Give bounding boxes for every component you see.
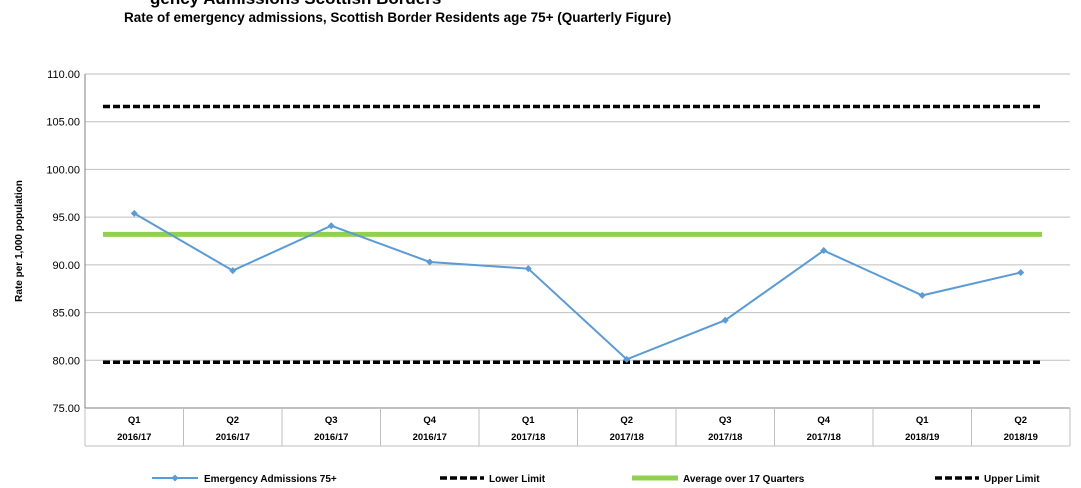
x-tick-year: 2016/17 <box>216 432 250 443</box>
y-tick-label: 90.00 <box>52 260 80 272</box>
x-tick-year: 2017/18 <box>807 432 841 443</box>
x-tick-quarter: Q2 <box>226 415 239 426</box>
x-tick-year: 2016/17 <box>413 432 447 443</box>
data-point <box>426 258 434 266</box>
x-tick-quarter: Q4 <box>817 415 830 426</box>
x-tick-quarter: Q2 <box>1014 415 1027 426</box>
data-point <box>721 316 729 324</box>
y-axis-label: Rate per 1,000 population <box>14 180 25 302</box>
x-tick-quarter: Q1 <box>128 415 141 426</box>
y-tick-label: 75.00 <box>52 403 80 415</box>
y-tick-label: 110.00 <box>47 69 80 81</box>
x-tick-year: 2018/19 <box>1004 432 1038 443</box>
x-tick-quarter: Q3 <box>719 415 732 426</box>
y-tick-label: 105.00 <box>46 117 80 129</box>
x-tick-year: 2017/18 <box>610 432 644 443</box>
x-tick-year: 2017/18 <box>511 432 545 443</box>
data-point <box>623 355 631 363</box>
data-point <box>918 291 926 299</box>
data-point <box>229 267 237 275</box>
x-tick-year: 2018/19 <box>905 432 939 443</box>
legend-marker-emergency-admissions-75 <box>171 474 179 482</box>
y-tick-label: 80.00 <box>52 355 80 367</box>
legend-label-emergency-admissions-75: Emergency Admissions 75+ <box>204 474 337 485</box>
y-tick-label: 85.00 <box>52 308 80 320</box>
x-tick-quarter: Q1 <box>916 415 929 426</box>
data-point <box>130 209 138 217</box>
data-point <box>524 265 532 273</box>
data-point <box>327 222 335 230</box>
x-tick-quarter: Q1 <box>522 415 535 426</box>
chart-main-title-clipped: gency Admissions Scottish Borders <box>150 0 441 9</box>
x-tick-quarter: Q2 <box>620 415 633 426</box>
y-tick-label: 95.00 <box>52 212 80 224</box>
legend-label-average-over-17-quarters: Average over 17 Quarters <box>683 474 805 485</box>
chart-subtitle: Rate of emergency admissions, Scottish B… <box>124 10 672 25</box>
x-tick-quarter: Q4 <box>423 415 436 426</box>
legend-label-lower-limit: Lower Limit <box>489 474 546 485</box>
y-tick-label: 100.00 <box>46 164 80 176</box>
x-tick-year: 2017/18 <box>708 432 742 443</box>
x-tick-quarter: Q3 <box>325 415 338 426</box>
x-tick-year: 2016/17 <box>117 432 151 443</box>
data-point <box>1017 268 1025 276</box>
data-point <box>820 247 828 255</box>
x-tick-year: 2016/17 <box>314 432 348 443</box>
emergency-admissions-line <box>133 212 1021 361</box>
legend-label-upper-limit: Upper Limit <box>984 474 1040 485</box>
